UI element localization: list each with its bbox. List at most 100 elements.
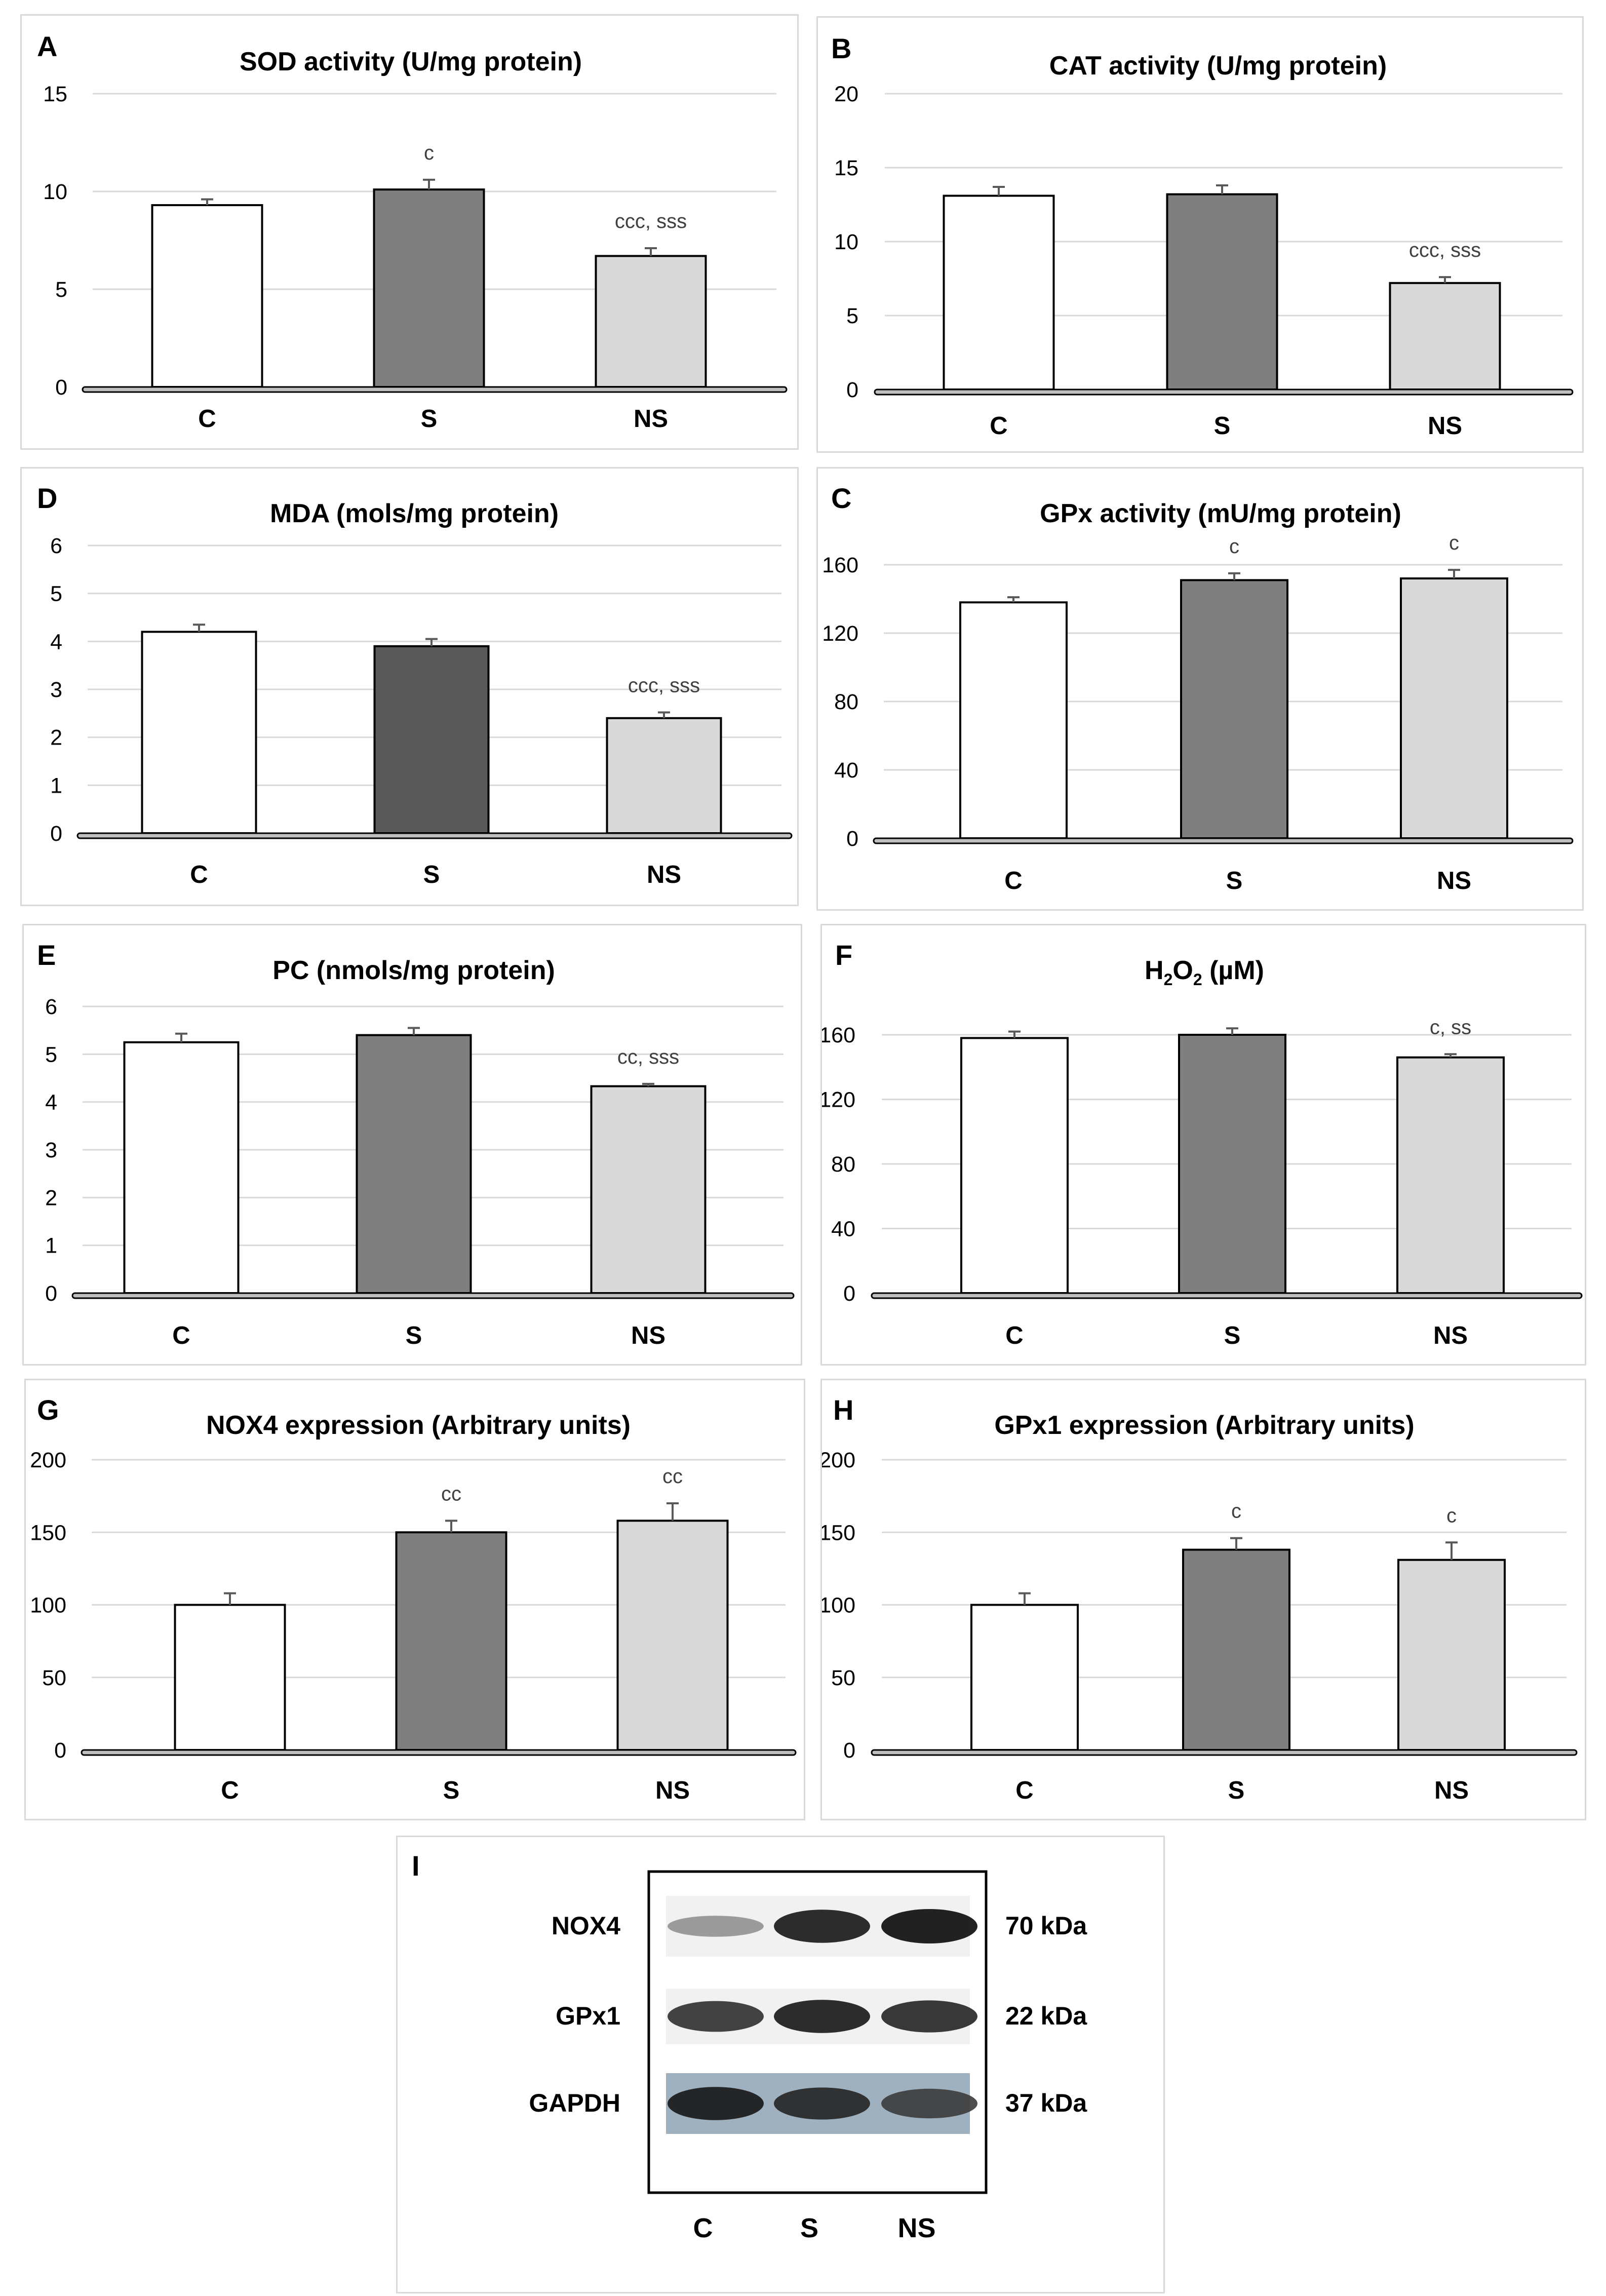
significance-label: ccc, sss [1409,239,1481,261]
bar-C [959,601,1068,839]
blot-band [774,2087,870,2120]
molecular-weight-label: 37 kDa [1005,2089,1087,2117]
lane-label: S [800,2213,818,2243]
y-tick-label: 10 [43,180,67,204]
x-category-label: NS [647,861,681,888]
panel-C: C GPx activity (mU/mg protein) 0 40 80 120 1… [816,467,1584,911]
x-axis-base [873,837,1574,844]
bar-NS [595,255,707,388]
significance-label: ccc, sss [628,674,700,696]
protein-label: GAPDH [529,2089,620,2117]
bar-S [395,1531,507,1751]
molecular-weight-label: 22 kDa [1005,2002,1087,2030]
y-tick-label: 160 [822,553,858,577]
x-category-label: S [406,1322,422,1349]
panel-letter: B [831,32,851,64]
x-category-label: NS [655,1777,690,1804]
y-tick-label: 50 [831,1666,855,1690]
y-tick-label: 4 [50,630,62,654]
chart-B: B CAT activity (U/mg protein) 0 5 10 15 20 C S… [831,32,1574,440]
bar-NS [1397,1559,1506,1751]
bar-NS [1389,282,1501,391]
y-tick-label: 100 [822,1593,855,1618]
y-tick-label: 0 [843,1738,855,1763]
x-category-label: C [1015,1777,1033,1804]
y-tick-label: 0 [54,1738,66,1763]
chart-title: PC (nmols/mg protein) [272,956,555,985]
x-axis-base [82,386,788,393]
bar-NS [616,1520,729,1751]
significance-label: c [1231,1500,1241,1523]
significance-label: c [1229,535,1239,558]
x-category-label: NS [634,405,668,433]
y-tick-label: 0 [846,378,858,402]
y-tick-label: 15 [834,156,858,180]
y-tick-label: 5 [846,304,858,328]
y-tick-label: 160 [822,1023,855,1047]
y-tick-label: 2 [45,1186,57,1210]
blot-lane-labels: C S NS [693,2213,936,2243]
y-tick-label: 0 [50,822,62,846]
x-category-label: S [423,861,440,888]
y-tick-label: 40 [834,758,858,783]
x-category-label: S [1224,1322,1241,1349]
y-tick-label: 2 [50,726,62,750]
significance-label: c, ss [1430,1016,1471,1038]
significance-label: cc [441,1483,461,1505]
bar-S [373,645,490,834]
bar-NS [1396,1056,1505,1294]
y-tick-label: 150 [30,1521,66,1545]
x-category-label: C [990,412,1007,440]
y-tick-label: 120 [822,1088,855,1112]
x-axis-base [871,1292,1583,1299]
y-tick-label: 50 [42,1666,66,1690]
panel-letter: E [37,939,56,971]
lane-label: C [693,2213,713,2243]
x-axis-base [871,1749,1578,1756]
bar-S [1180,579,1288,839]
lane-label: NS [897,2213,935,2243]
x-category-label: NS [1434,1777,1469,1804]
chart-title: H2O2 (µM) [1145,956,1264,989]
panel-H: H GPx1 expression (Arbitrary units) 0 50 1… [820,1379,1586,1820]
y-tick-label: 200 [30,1448,66,1472]
x-category-label: NS [631,1322,665,1349]
y-tick-label: 0 [55,375,67,400]
x-category-label: C [1004,867,1022,894]
y-tick-label: 40 [831,1217,855,1241]
y-tick-label: 3 [50,678,62,702]
chart-title: SOD activity (U/mg protein) [240,47,582,76]
blot-band [668,2087,764,2120]
y-tick-label: 4 [45,1091,57,1115]
y-tick-label: 80 [831,1152,855,1177]
y-tick-label: 6 [50,534,62,558]
x-category-label: S [1214,412,1231,440]
y-tick-label: 0 [846,827,858,851]
y-tick-label: 10 [834,230,858,254]
significance-label: cc, sss [617,1046,679,1068]
x-category-label: NS [1428,412,1462,440]
x-category-label: C [172,1322,190,1349]
blot-band [881,1909,977,1943]
bar-C [943,194,1055,391]
western-blot: I NOX4 70 kDa GPx1 22 kDa GAPDH 37 kDa C S NS [412,1850,1087,2243]
x-category-label: C [190,861,208,888]
x-axis-base [81,1749,797,1756]
bar-C [970,1604,1079,1751]
panel-letter: G [37,1394,59,1426]
bar-C [174,1604,286,1751]
x-axis-base [874,388,1574,396]
y-tick-label: 1 [45,1234,57,1258]
chart-C: C GPx activity (mU/mg protein) 0 40 80 120 1… [822,482,1574,894]
blot-band [668,2001,764,2032]
bar-NS [590,1085,707,1294]
chart-G: G NOX4 expression (Arbitrary units) 0 50 1… [30,1394,797,1804]
y-tick-label: 6 [45,995,57,1019]
chart-F: F H2O2 (µM) 0 40 80 120 160 C Sc, ss NS [822,939,1583,1349]
x-category-label: NS [1433,1322,1468,1349]
chart-E: E PC (nmols/mg protein) 0 1 2 3 4 5 6 C Scc, sss… [37,939,795,1349]
protein-label: NOX4 [552,1912,620,1940]
